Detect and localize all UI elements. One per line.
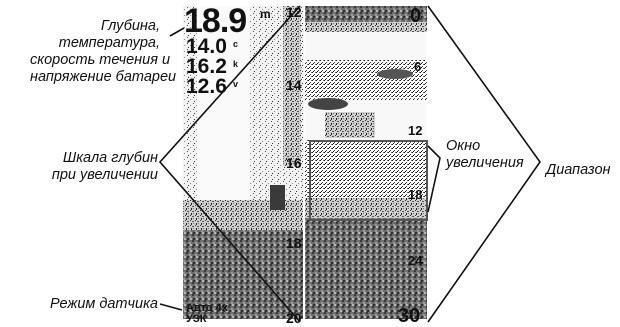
speed-unit: k (233, 59, 239, 69)
range-scale-label: 30 (398, 305, 421, 327)
zoom-window-callout-line: Окно (446, 138, 481, 154)
zoom-view-panel (183, 6, 304, 319)
zoom-scale-callout-line: Шкала глубин (62, 150, 158, 166)
zoom-window-callout-line: увеличения (446, 155, 524, 171)
voltage-unit: v (233, 79, 239, 89)
range-view-panel (305, 6, 428, 319)
readouts-callout: Глубина, температура, скорость течения и… (30, 18, 177, 86)
zoom-window-callout: Окно увеличения (446, 138, 546, 172)
zoom-scale-label: 18 (286, 235, 302, 251)
range-scale-label: 18 (408, 187, 423, 202)
zoom-scale-callout: Шкала глубин при увеличении (30, 150, 158, 184)
readouts-callout-line: Глубина, (100, 18, 160, 34)
range-scale-label: 12 (408, 123, 423, 138)
voltage-readout: 12.6 (186, 75, 227, 98)
range-scale-label: 6 (414, 59, 422, 74)
depth-readout: 18.9 (184, 2, 247, 40)
zoom-scale-label: 20 (286, 310, 302, 326)
sensor-mode-callout: Режим датчика (49, 296, 158, 312)
range-callout: Диапазон (546, 162, 611, 178)
temperature-unit: c (233, 39, 239, 49)
readouts-callout-line: скорость течения и (30, 52, 171, 68)
zoom-scale-label: 16 (286, 155, 302, 171)
readouts-callout-line: температура, (58, 35, 160, 51)
range-scale-label: 0 (410, 5, 422, 27)
callout-lines (158, 5, 541, 323)
range-scale-label: 24 (408, 253, 423, 268)
depth-unit: m (260, 7, 271, 21)
readouts-callout-line: напряжение батареи (30, 69, 177, 85)
zoom-scale-label: 12 (286, 4, 302, 20)
sensor-mode-line1: Авто 4x (186, 302, 228, 314)
speed-readout: 16.2 (186, 55, 227, 78)
zoom-scale-label: 14 (286, 77, 302, 93)
zoom-window-frame (309, 140, 428, 221)
sensor-mode-line2: УЗК (186, 313, 207, 325)
temperature-readout: 14.0 (186, 35, 227, 58)
zoom-scale-callout-line: при увеличении (51, 167, 158, 183)
